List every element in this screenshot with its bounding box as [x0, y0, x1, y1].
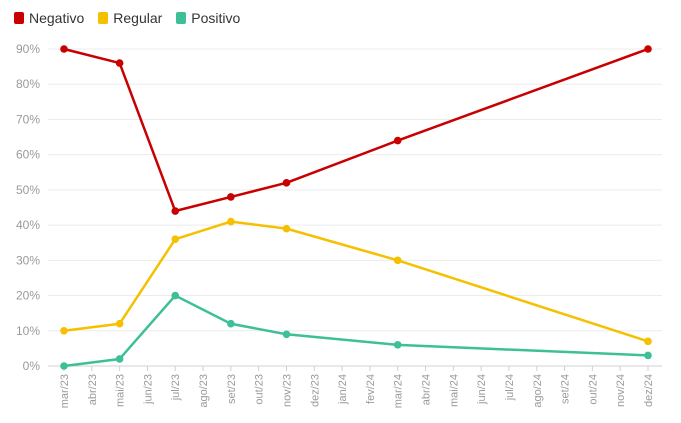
data-point-positivo: [282, 330, 291, 339]
x-tick-label: abr/23: [87, 374, 99, 405]
data-point-regular: [171, 235, 180, 243]
legend-label-positivo: Positivo: [191, 10, 241, 26]
y-tick-label: 0%: [23, 359, 41, 373]
x-tick-label: set/24: [560, 374, 572, 404]
data-point-negativo: [393, 136, 402, 145]
data-point-positivo: [227, 319, 235, 328]
data-point-positivo: [115, 355, 124, 363]
y-tick-label: 50%: [16, 183, 40, 197]
data-point-regular: [115, 319, 124, 328]
data-point-regular: [393, 256, 402, 265]
x-tick-label: jan/24: [337, 374, 349, 405]
x-tick-label: out/24: [587, 374, 599, 405]
x-tick-label: set/23: [226, 374, 238, 404]
data-point-regular: [227, 217, 235, 226]
legend-swatch-regular: [98, 12, 109, 24]
x-tick-label: ago/23: [198, 374, 210, 408]
legend-item-negativo[interactable]: Negativo: [14, 10, 84, 26]
x-tick-label: fev/24: [365, 374, 377, 404]
x-tick-label: dez/23: [309, 374, 321, 407]
data-point-regular: [644, 337, 652, 346]
x-tick-label: out/23: [254, 374, 266, 405]
x-tick-label: mar/24: [393, 374, 405, 408]
x-tick-label: dez/24: [643, 374, 655, 407]
legend-swatch-positivo: [176, 12, 187, 24]
data-point-positivo: [393, 341, 402, 349]
y-tick-label: 70%: [16, 112, 40, 126]
data-point-negativo: [644, 45, 652, 53]
x-tick-label: nov/24: [615, 374, 627, 407]
y-tick-label: 10%: [16, 324, 40, 338]
y-tick-label: 40%: [16, 218, 40, 232]
x-tick-label: mai/24: [448, 374, 460, 407]
data-point-positivo: [60, 362, 68, 370]
legend-item-positivo[interactable]: Positivo: [176, 10, 240, 26]
data-point-negativo: [60, 45, 68, 53]
data-point-negativo: [227, 193, 235, 201]
data-point-positivo: [171, 291, 180, 300]
data-point-negativo: [115, 59, 124, 67]
y-tick-label: 60%: [16, 148, 40, 162]
y-tick-label: 20%: [16, 289, 40, 303]
x-tick-label: jul/24: [504, 374, 516, 401]
y-tick-label: 80%: [16, 77, 40, 91]
legend-swatch-negativo: [14, 12, 24, 24]
x-tick-label: ago/24: [532, 374, 544, 408]
x-tick-label: abr/24: [421, 374, 433, 405]
x-tick-label: jul/23: [170, 374, 182, 401]
data-point-negativo: [282, 179, 291, 187]
x-tick-label: mai/23: [115, 374, 127, 407]
legend-item-regular[interactable]: Regular: [98, 10, 162, 26]
y-tick-label: 30%: [16, 253, 40, 267]
series-line-negativo: [63, 47, 649, 213]
data-point-regular: [60, 326, 68, 335]
x-tick-label: jun/24: [476, 374, 488, 405]
x-tick-label: nov/23: [281, 374, 293, 407]
x-tick-label: jun/23: [142, 374, 154, 405]
data-point-positivo: [644, 351, 652, 360]
x-tick-label: mar/23: [59, 374, 71, 408]
legend: Negativo Regular Positivo: [14, 10, 240, 26]
data-point-negativo: [171, 207, 180, 215]
y-tick-label: 90%: [16, 42, 40, 56]
legend-label-regular: Regular: [113, 10, 163, 26]
legend-label-negativo: Negativo: [29, 10, 85, 26]
data-point-regular: [282, 224, 291, 233]
